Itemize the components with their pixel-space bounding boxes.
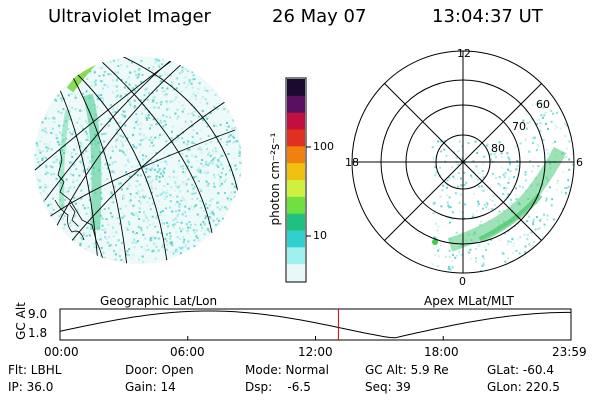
mlat-label-70: 70: [512, 120, 526, 133]
info-door: Door: Open: [125, 363, 194, 377]
time-label: 13:04:37 UT: [432, 6, 543, 27]
colorbar-segment: [287, 213, 305, 231]
gc-alt-ytick-min: 1.8: [28, 326, 48, 340]
geographic-image-panel: [34, 56, 242, 264]
info-ip: IP: 36.0: [8, 380, 54, 394]
info-glat: GLat: -60.4: [487, 363, 554, 377]
colorbar: [285, 77, 311, 283]
gc-alt-xtick-0: 00:00: [44, 345, 79, 359]
gc-alt-ytick-max: 9.0: [28, 307, 48, 321]
info-seq: Seq: 39: [365, 380, 411, 394]
colorbar-segment: [287, 146, 305, 164]
colorbar-segment: [287, 180, 305, 198]
info-mode: Mode: Normal: [245, 363, 329, 377]
gc-alt-ylabel: GC Alt: [14, 302, 28, 340]
colorbar-segment: [287, 163, 305, 181]
colorbar-segment: [287, 112, 305, 130]
apex-caption: Apex MLat/MLT: [424, 294, 514, 308]
colorbar-segment: [287, 79, 305, 97]
colorbar-segment: [287, 247, 305, 265]
coastline-outline: [54, 149, 105, 263]
colorbar-tick-100: 100: [313, 140, 334, 153]
mlat-label-80: 80: [491, 142, 505, 155]
mlt-label-12: 12: [457, 47, 471, 60]
info-glon: GLon: 220.5: [487, 380, 560, 394]
colorbar-segment: [287, 264, 305, 282]
gc-alt-xtick-4: 23:59: [552, 345, 587, 359]
info-dsp: Dsp: -6.5: [245, 380, 311, 394]
colorbar-tick-10: 10: [313, 229, 327, 242]
info-flt: Flt: LBHL: [8, 363, 62, 377]
instrument-title: Ultraviolet Imager: [48, 6, 211, 27]
colorbar-segment: [287, 230, 305, 248]
gc-alt-xtick-3: 18:00: [424, 345, 459, 359]
apex-polar-panel: [351, 50, 575, 274]
geographic-caption: Geographic Lat/Lon: [100, 294, 218, 308]
gc-alt-xtick-2: 12:00: [298, 345, 333, 359]
colorbar-segment: [287, 129, 305, 147]
colorbar-segment: [287, 196, 305, 215]
mlt-label-18: 18: [345, 156, 359, 169]
colorbar-segment: [287, 95, 305, 114]
gc-alt-xtick-1: 06:00: [170, 345, 205, 359]
colorbar-unit-label: photon cm⁻²s⁻¹: [268, 132, 282, 226]
mlt-label-6: 6: [576, 156, 583, 169]
mlt-label-0: 0: [459, 275, 466, 288]
info-gc-alt: GC Alt: 5.9 Re: [365, 363, 449, 377]
mlat-label-60: 60: [536, 98, 550, 111]
date-label: 26 May 07: [272, 6, 367, 27]
gc-alt-plot: [59, 308, 572, 341]
info-gain: Gain: 14: [125, 380, 176, 394]
